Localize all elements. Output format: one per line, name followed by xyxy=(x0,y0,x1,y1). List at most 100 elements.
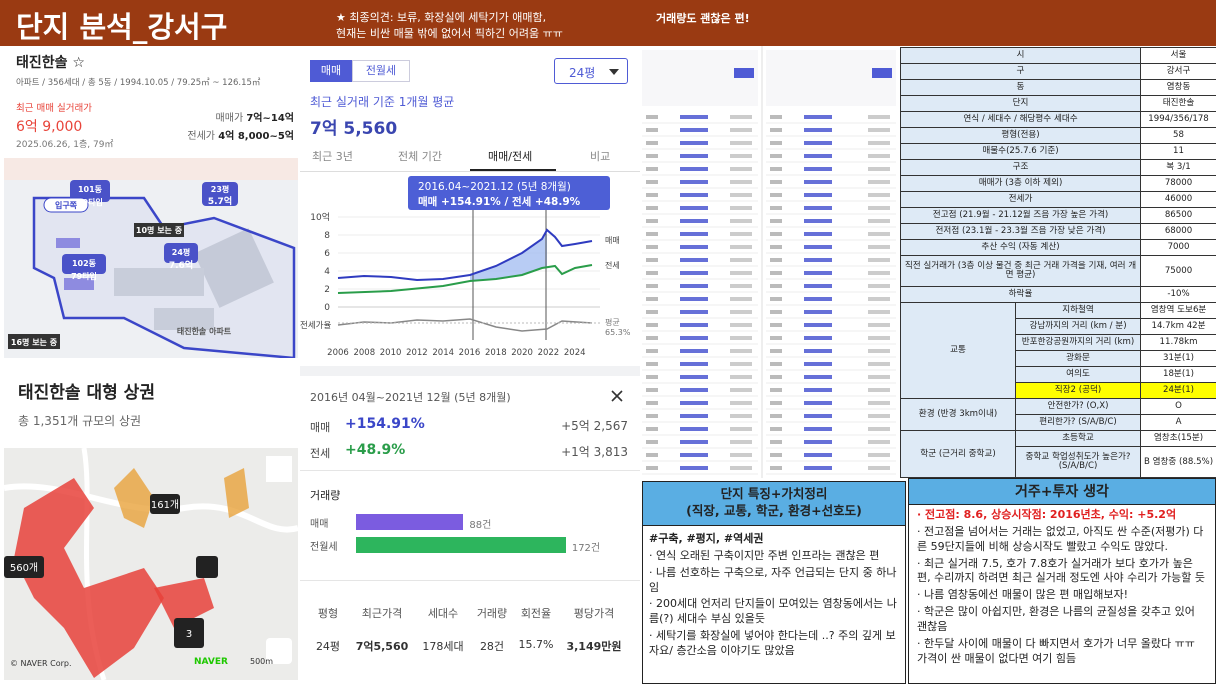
list-text xyxy=(730,271,752,275)
info-value: 염창역 도보6분 xyxy=(1140,301,1216,319)
list-price xyxy=(680,167,708,171)
tab[interactable]: 전월세 xyxy=(352,60,410,82)
x-tick-label: 2016 xyxy=(459,348,481,358)
list-text xyxy=(770,375,782,379)
info-label: 평형(전용) xyxy=(900,127,1142,145)
info-row: 직장2 (공덕) 24분(1) xyxy=(901,382,1216,400)
y-tick-label: 10억 xyxy=(310,211,330,223)
list-text xyxy=(730,193,752,197)
info-row: 평형(전용) 58 xyxy=(900,127,1216,145)
list-text xyxy=(770,206,782,210)
list-text xyxy=(730,336,752,340)
list-text xyxy=(646,115,658,119)
table-header: 회전율 xyxy=(520,607,552,620)
list-text xyxy=(770,388,782,392)
list-text xyxy=(730,401,752,405)
map-label: 10명 보는 중 xyxy=(136,225,183,235)
list-price xyxy=(804,284,832,288)
info-label: 초등학교 xyxy=(1014,430,1142,448)
caret xyxy=(609,69,619,80)
info-label: 반포한강공원까지의 거리 (km) xyxy=(1014,333,1142,352)
info-row: 중학교 학업성취도가 높은가? (S/A/B/C) B 염창중 (88.5%) xyxy=(901,446,1216,478)
period-tab[interactable]: 최근 3년 xyxy=(312,150,353,163)
list-text xyxy=(770,453,782,457)
change-amount: +1억 3,813 xyxy=(561,445,628,459)
list-text xyxy=(868,310,890,314)
info-row: 단지 태진한솔 xyxy=(900,95,1216,113)
list-text xyxy=(868,128,890,132)
list-price xyxy=(680,271,708,275)
info-value: 86500 xyxy=(1140,207,1216,225)
list-text xyxy=(646,323,658,327)
info-row: 전세가 46000 xyxy=(900,191,1216,209)
info-value: 31분(1) xyxy=(1140,350,1216,368)
period-tab[interactable]: 매매/전세 xyxy=(488,150,533,163)
list-text xyxy=(770,284,782,288)
map-label: 79타입 xyxy=(71,271,97,281)
list-text xyxy=(868,375,890,379)
map-label: 16명 보는 중 xyxy=(11,337,58,347)
period-tab[interactable]: 전체 기간 xyxy=(398,150,442,163)
table-cell: 3,149만원 xyxy=(566,640,622,653)
list-text xyxy=(646,440,658,444)
info-value: 78000 xyxy=(1140,175,1216,193)
info-row: 전저점 (23.1월 - 23.3월 즈음 가장 낮은 가격) 68000 xyxy=(900,223,1216,241)
list-text xyxy=(646,375,658,379)
list-text xyxy=(646,362,658,366)
list-price xyxy=(680,401,708,405)
list-text xyxy=(646,284,658,288)
info-label: 안전한가? (O,X) xyxy=(1014,398,1142,416)
thought-point: · 전고점을 넘어서는 거래는 없었고, 아직도 싼 수준(저평가) 다른 59… xyxy=(917,524,1204,553)
info-row: 광화문 31분(1) xyxy=(901,350,1216,368)
x-tick-label: 2022 xyxy=(538,348,560,358)
map-label: 23평 xyxy=(211,184,230,194)
info-label: 추산 수익 (자동 계산) xyxy=(900,239,1142,257)
tab-active[interactable]: 매매 xyxy=(310,60,352,82)
recent-label: 최근 매매 실거래가 xyxy=(16,103,92,114)
list-price xyxy=(804,466,832,470)
map-label: 7.6억 xyxy=(169,259,193,271)
period-tab[interactable]: 비교 xyxy=(590,150,611,163)
list-text xyxy=(730,310,752,314)
list-price xyxy=(680,375,708,379)
change-period: 2016년 04월~2021년 12월 (5년 8개월) xyxy=(310,391,511,404)
ratio-avg: 65.3% xyxy=(605,328,631,337)
list-text xyxy=(770,440,782,444)
info-grid: 시 서울 구 강서구 동 염창동 단지 태진한솔 연식 / 세대수 / 해당평수 세대수 1994… xyxy=(900,47,1216,478)
price-chart: 2016.04~2021.12 (5년 8개월) 매매 +154.91% / 전세… xyxy=(300,176,631,358)
change-rate: +154.91% xyxy=(345,416,425,432)
info-value: 7000 xyxy=(1140,239,1216,257)
map-label: 101동 xyxy=(78,185,103,194)
list-price xyxy=(804,180,832,184)
list-price xyxy=(680,440,708,444)
list-price xyxy=(680,388,708,392)
x-tick-label: 2010 xyxy=(380,348,402,358)
close-icon[interactable] xyxy=(611,390,623,402)
info-row: 추산 수익 (자동 계산) 7000 xyxy=(900,239,1216,257)
list-price xyxy=(680,258,708,262)
info-label: 매매가 (3층 이하 제외) xyxy=(900,175,1142,193)
list-text xyxy=(646,271,658,275)
map-label: 560개 xyxy=(10,562,38,574)
volume-title: 거래량 xyxy=(310,489,341,502)
info-table: 시 서울 구 강서구 동 염창동 단지 태진한솔 연식 / 세대수 / 해당평수 세대수 1994… xyxy=(900,47,1216,478)
list-price xyxy=(680,297,708,301)
list-text xyxy=(730,258,752,262)
list-text xyxy=(770,349,782,353)
list-text xyxy=(770,271,782,275)
bar-label: 172건 xyxy=(571,543,601,554)
info-value: 염창동 xyxy=(1140,79,1216,97)
value: 7억~14억 xyxy=(246,113,294,124)
list-text xyxy=(770,414,782,418)
change-name: 매매 xyxy=(310,421,331,434)
tab-underline-active xyxy=(470,169,556,171)
size-dropdown[interactable]: 24평 xyxy=(554,58,628,84)
list-text xyxy=(730,154,752,158)
commerce-subtitle: 총 1,351개 규모의 상권 xyxy=(18,414,142,428)
list-text xyxy=(770,466,782,470)
list-text xyxy=(868,180,890,184)
info-label: 직전 실거래가 (3층 이상 물건 중 최근 거래 가격을 기재, 여러 개면 … xyxy=(900,255,1142,287)
tags: #구축, #평지, #역세권 xyxy=(649,532,764,545)
